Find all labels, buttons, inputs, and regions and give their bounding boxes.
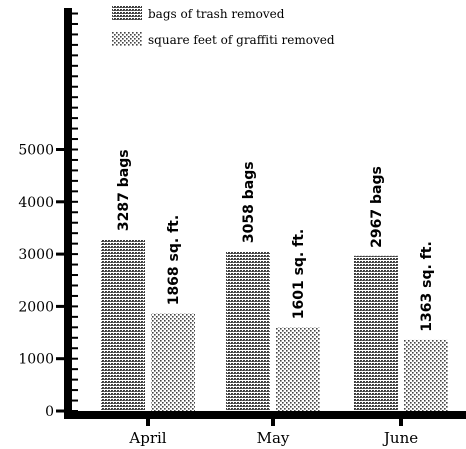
x-tick-2 — [399, 419, 403, 426]
axes — [64, 8, 466, 419]
x-category-label-1: May — [257, 429, 290, 447]
y-minor-tick-2400 — [72, 284, 78, 287]
y-minor-tick-5200 — [72, 138, 78, 141]
y-minor-tick-2800 — [72, 263, 78, 266]
y-major-tick-5000 — [56, 148, 72, 151]
data-label-trash-2: 2967 bags — [369, 166, 385, 248]
x-tick-0 — [146, 419, 150, 426]
y-major-tick-1000 — [56, 357, 72, 361]
bar-graffiti-2 — [404, 339, 448, 411]
bar-graffiti-0 — [151, 313, 195, 411]
legend-swatch-trash — [112, 6, 142, 20]
y-major-tick-3000 — [56, 252, 72, 256]
y-tick-label-0: 0 — [45, 404, 54, 420]
x-category-label-0: April — [128, 429, 166, 447]
legend-label-trash: bags of trash removed — [148, 7, 285, 21]
y-minor-tick-2200 — [72, 294, 78, 297]
y-ticks: 0 1000 2000 3000 4000 5000 — [18, 12, 78, 420]
y-minor-tick-5800 — [72, 106, 78, 109]
y-minor-tick-600 — [72, 378, 78, 381]
y-minor-tick-3600 — [72, 221, 78, 224]
y-minor-tick-4800 — [72, 158, 78, 161]
x-axis-line — [64, 411, 466, 419]
y-minor-tick-3800 — [72, 211, 78, 214]
data-label-trash-1: 3058 bags — [241, 161, 257, 243]
legend: bags of trash removed square feet of gra… — [112, 6, 335, 47]
y-tick-label-2000: 2000 — [18, 299, 54, 315]
y-major-tick-0 — [56, 409, 72, 413]
value-labels: 3287 bags 3058 bags 2967 bags 1868 sq. ft. 1… — [116, 149, 435, 331]
y-minor-tick-800 — [72, 368, 78, 371]
x-category-label-2: June — [382, 429, 418, 447]
y-minor-tick-1600 — [72, 326, 78, 329]
y-minor-tick-2000 — [72, 305, 78, 308]
y-minor-tick-7600 — [72, 12, 78, 15]
data-label-graffiti-0: 1868 sq. ft. — [166, 215, 182, 306]
y-minor-tick-400 — [72, 389, 78, 392]
y-minor-tick-3000 — [72, 253, 78, 256]
y-tick-label-5000: 5000 — [18, 143, 54, 159]
y-minor-tick-7200 — [72, 33, 78, 36]
y-minor-tick-4000 — [72, 200, 78, 203]
y-minor-tick-6000 — [72, 96, 78, 99]
y-axis-line — [64, 8, 72, 419]
data-label-graffiti-1: 1601 sq. ft. — [291, 229, 307, 320]
y-minor-tick-6800 — [72, 54, 78, 57]
y-tick-label-1000: 1000 — [18, 352, 54, 368]
y-minor-tick-4600 — [72, 169, 78, 172]
x-labels: April May June — [128, 419, 418, 447]
y-minor-tick-1200 — [72, 347, 78, 350]
y-minor-tick-6600 — [72, 64, 78, 67]
legend-label-graffiti: square feet of graffiti removed — [148, 33, 335, 47]
y-minor-tick-0 — [72, 410, 78, 412]
bars — [101, 239, 448, 411]
y-minor-tick-4400 — [72, 179, 78, 182]
data-label-graffiti-2: 1363 sq. ft. — [419, 241, 435, 332]
y-minor-tick-7400 — [72, 22, 78, 25]
y-major-tick-2000 — [56, 304, 72, 308]
y-minor-tick-1400 — [72, 336, 78, 339]
bar-trash-1 — [226, 251, 270, 411]
y-major-tick-4000 — [56, 200, 72, 204]
y-minor-tick-2600 — [72, 274, 78, 277]
x-tick-1 — [271, 419, 275, 426]
bar-trash-0 — [101, 239, 145, 411]
y-minor-tick-6200 — [72, 85, 78, 88]
bar-graffiti-1 — [276, 327, 320, 411]
y-minor-tick-5400 — [72, 127, 78, 130]
y-minor-tick-6400 — [72, 75, 78, 78]
legend-swatch-graffiti — [112, 32, 142, 46]
data-label-trash-0: 3287 bags — [116, 149, 132, 231]
y-minor-tick-4200 — [72, 190, 78, 193]
y-minor-tick-3200 — [72, 242, 78, 245]
y-minor-tick-7000 — [72, 43, 78, 46]
y-minor-tick-5000 — [72, 148, 78, 151]
bar-trash-2 — [354, 255, 398, 411]
y-minor-tick-5600 — [72, 117, 78, 120]
y-tick-label-3000: 3000 — [18, 247, 54, 263]
y-minor-tick-3400 — [72, 232, 78, 235]
y-minor-tick-1800 — [72, 315, 78, 318]
y-minor-tick-200 — [72, 399, 78, 402]
y-tick-label-4000: 4000 — [18, 195, 54, 211]
y-minor-tick-1000 — [72, 357, 78, 360]
